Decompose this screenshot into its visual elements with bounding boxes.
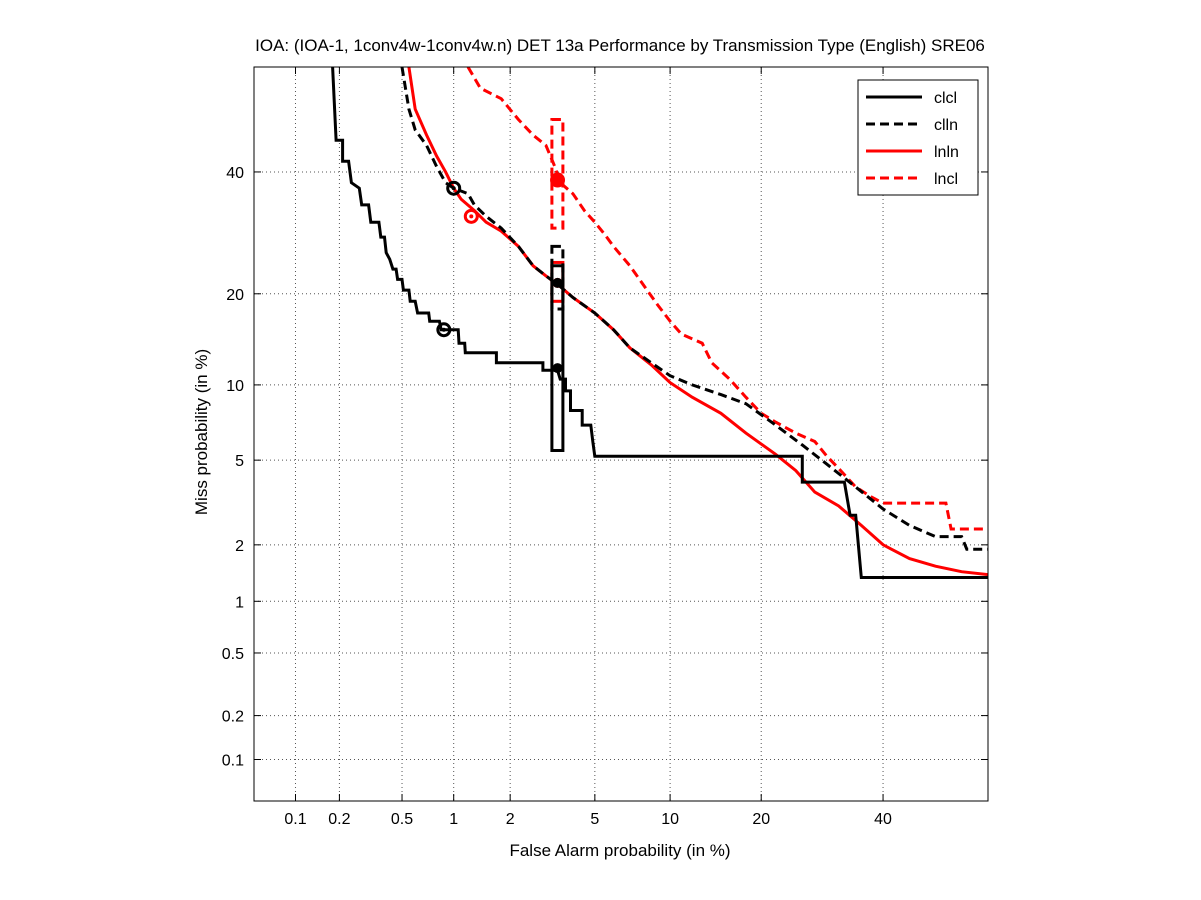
y-tick-label: 2 [235,538,244,555]
x-tick-label: 10 [661,811,679,828]
y-tick-label: 0.2 [222,709,244,726]
y-tick-label: 20 [226,287,244,304]
actual-dcf-point-clln [552,277,563,288]
y-tick-label: 1 [235,594,244,611]
y-tick-label: 40 [226,165,244,182]
plot-series [331,67,988,579]
x-tick-label: 40 [874,811,892,828]
min-dcf-marker-clcl [436,322,452,338]
x-tick-label: 2 [506,811,515,828]
axis-ticks: 0.1 0.2 0.5 1 2 5 10 20 40 0.1 0.2 0.5 1 2 5 10 20 40 [222,67,988,828]
x-tick-label: 0.5 [391,811,413,828]
x-tick-label: 5 [590,811,599,828]
chart-title: IOA: (IOA-1, 1conv4w-1conv4w.n) DET 13a … [255,36,985,55]
confidence-box-clln [550,244,565,311]
x-tick-label: 20 [752,811,770,828]
actual-dcf-point-clcl [552,363,563,374]
x-tick-label: 0.1 [284,811,306,828]
y-axis-label: Miss probability (in %) [192,349,211,515]
x-tick-label: 1 [449,811,458,828]
series-clcl [331,67,988,579]
legend-box [857,79,979,196]
y-tick-label: 5 [235,453,244,470]
min-dcf-marker-clln [446,180,462,196]
legend-label-lncl: lncl [934,171,958,188]
x-tick-label: 0.2 [328,811,350,828]
min-dcf-marker-dot-lncl [555,178,560,183]
y-tick-label: 0.5 [222,646,244,663]
legend-label-lnln: lnln [934,144,959,161]
confidence-box-lncl [550,117,565,230]
legend-label-clcl: clcl [934,90,957,107]
y-tick-label: 0.1 [222,753,244,770]
legend-label-clln: clln [934,117,958,134]
y-tick-label: 10 [226,378,244,395]
min-dcf-marker-dot-lnln [469,214,474,219]
x-axis-label: False Alarm probability (in %) [509,841,730,860]
legend: clcl clln lnln lncl [857,79,979,196]
confidence-box-clcl [550,264,565,452]
min-dcf-marker-lncl [550,172,566,188]
min-dcf-marker-dot-clln [451,186,456,191]
min-dcf-marker-lnln [463,208,479,224]
plot-frame [253,66,989,802]
min-dcf-marker-dot-clcl [441,327,446,332]
